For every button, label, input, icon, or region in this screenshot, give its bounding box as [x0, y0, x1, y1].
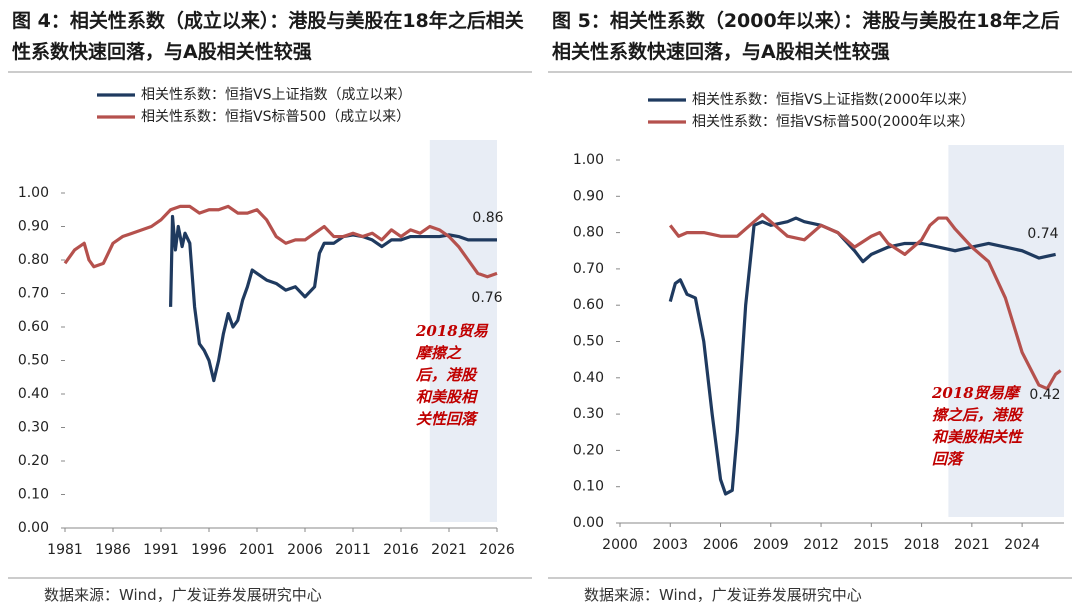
x-tick-label: 1981 [47, 542, 83, 558]
y-tick-label: 0.60 [18, 319, 49, 335]
x-tick-label: 2001 [239, 542, 275, 558]
y-tick-label: 1.00 [18, 185, 49, 201]
y-tick-label: 0.90 [18, 219, 49, 235]
y-tick-label: 0.30 [573, 406, 604, 422]
panel: 0.00 0.10 0.20 0.30 0.40 0.50 0.60 0.70 0.80 0.90… [540, 0, 1080, 616]
annotation-note: 2018贸易摩擦之后，港股和美股相关性回落 [416, 322, 488, 428]
y-tick-label: 0.10 [18, 487, 49, 503]
y-tick-label: 0.10 [573, 479, 604, 495]
x-tick-label: 2015 [854, 537, 890, 553]
source: 数据来源：Wind，广发证券发展研究中心 [584, 586, 862, 604]
y-tick-label: 0.70 [573, 261, 604, 277]
x-tick-label: 2006 [703, 537, 739, 553]
x-tick-label: 2018 [904, 537, 940, 553]
y-tick-label: 0.80 [573, 225, 604, 241]
legend-label: 相关性系数：恒指VS上证指数（成立以来） [141, 87, 411, 103]
y-tick-label: 0.00 [18, 520, 49, 536]
y-tick-label: 1.00 [573, 152, 604, 168]
series-line [63, 204, 498, 279]
annotation-note: 2018贸易摩擦之后，港股和美股相关性回落 [932, 384, 1023, 468]
y-tick-label: 0.30 [18, 420, 49, 436]
x-tick-label: 2021 [954, 537, 990, 553]
shaded-region [948, 145, 1064, 517]
y-tick-label: 0.20 [573, 442, 604, 458]
series-line [668, 216, 1056, 496]
x-tick-label: 1996 [191, 542, 227, 558]
chart: 0.00 0.10 0.20 0.30 0.40 0.50 0.60 0.70 0.80 0.90… [548, 71, 1072, 579]
source: 数据来源：Wind，广发证券发展研究中心 [44, 586, 322, 604]
y-tick-label: 0.70 [18, 286, 49, 302]
series-line [169, 214, 497, 383]
legend-label: 相关性系数：恒指VS标普500（成立以来） [141, 109, 410, 125]
annotation: 0.74 [1027, 226, 1058, 242]
y-tick-label: 0.40 [18, 386, 49, 402]
chart-title: 图 5：相关性系数（2000年以来）：港股与美股在18年之后相关性系数快速回落，… [552, 10, 1060, 63]
x-tick-label: 2026 [479, 542, 515, 558]
x-tick-label: 2024 [1004, 537, 1040, 553]
x-tick-label: 1986 [95, 542, 131, 558]
y-tick-label: 0.00 [573, 515, 604, 531]
x-tick-label: 2012 [803, 537, 839, 553]
chart-title: 图 4：相关性系数（成立以来）：港股与美股在18年之后相关性系数快速回落，与A股… [12, 10, 524, 63]
shaded-region [429, 140, 497, 522]
x-tick-label: 2021 [431, 542, 467, 558]
y-tick-label: 0.40 [573, 370, 604, 386]
chart: 0.00 0.10 0.20 0.30 0.40 0.50 0.60 0.70 0.80 0.90… [8, 71, 532, 579]
y-tick-label: 0.50 [573, 334, 604, 350]
x-tick-label: 2003 [652, 537, 688, 553]
legend-label: 相关性系数：恒指VS标普500(2000年以来） [692, 114, 974, 130]
series-line [668, 212, 1062, 391]
y-tick-label: 0.60 [573, 297, 604, 313]
x-tick-label: 2006 [287, 542, 323, 558]
x-tick-label: 2009 [753, 537, 789, 553]
y-tick-label: 0.90 [573, 188, 604, 204]
legend-label: 相关性系数：恒指VS上证指数(2000年以来） [692, 92, 976, 108]
y-tick-label: 0.50 [18, 353, 49, 369]
x-tick-label: 2011 [335, 542, 371, 558]
x-tick-label: 2000 [602, 537, 638, 553]
annotation: 0.86 [472, 210, 503, 226]
annotation: 0.76 [471, 290, 502, 306]
annotation: 0.42 [1029, 387, 1060, 403]
y-tick-label: 0.20 [18, 453, 49, 469]
panel: 0.00 0.10 0.20 0.30 0.40 0.50 0.60 0.70 0.80 0.90… [8, 10, 532, 604]
x-tick-label: 1991 [143, 542, 179, 558]
x-tick-label: 2016 [383, 542, 419, 558]
y-tick-label: 0.80 [18, 252, 49, 268]
